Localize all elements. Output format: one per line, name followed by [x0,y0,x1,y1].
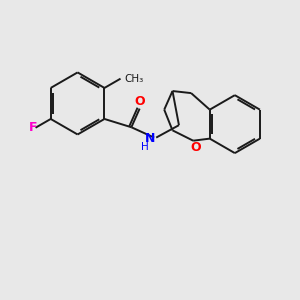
Text: H: H [141,142,149,152]
Text: O: O [134,95,145,108]
Text: N: N [145,132,155,145]
Text: O: O [190,141,201,154]
Text: CH₃: CH₃ [125,74,144,84]
Text: F: F [29,121,38,134]
